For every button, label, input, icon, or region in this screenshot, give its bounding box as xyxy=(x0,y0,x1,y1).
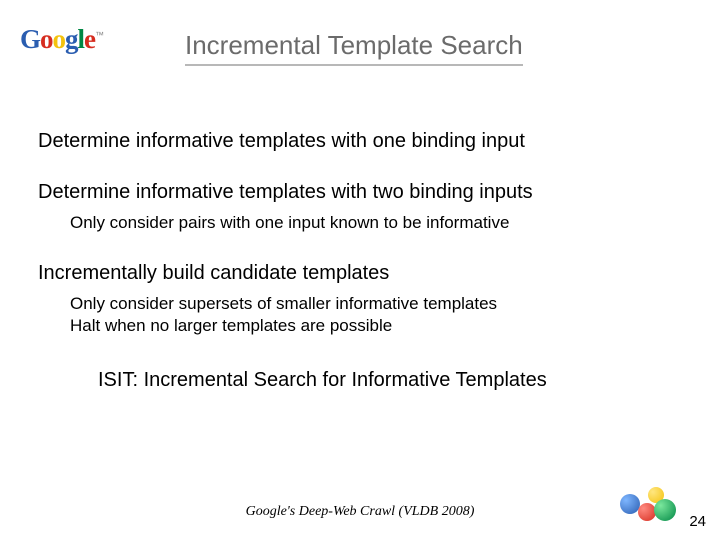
bullet-text: Incrementally build candidate templates xyxy=(38,262,682,285)
page-number: 24 xyxy=(689,513,706,530)
slide-title: Incremental Template Search xyxy=(185,30,523,66)
trademark: ™ xyxy=(95,30,103,40)
isit-line: ISIT: Incremental Search for Informative… xyxy=(98,369,682,392)
ball-green-icon xyxy=(654,499,676,521)
bullet-2: Determine informative templates with two… xyxy=(38,181,682,234)
sub-bullet: Halt when no larger templates are possib… xyxy=(70,315,682,337)
google-logo: Google™ xyxy=(20,24,103,55)
sub-bullet: Only consider pairs with one input known… xyxy=(70,212,682,234)
bullet-1: Determine informative templates with one… xyxy=(38,130,682,153)
sub-bullet: Only consider supersets of smaller infor… xyxy=(70,293,682,315)
bullet-text: Determine informative templates with two… xyxy=(38,181,682,204)
slide-body: Determine informative templates with one… xyxy=(38,130,682,392)
decorative-balls-icon xyxy=(620,481,680,526)
ball-blue-icon xyxy=(620,494,640,514)
bullet-text: Determine informative templates with one… xyxy=(38,130,682,153)
bullet-3: Incrementally build candidate templates … xyxy=(38,262,682,337)
slide-footer: Google's Deep-Web Crawl (VLDB 2008) xyxy=(0,504,720,520)
